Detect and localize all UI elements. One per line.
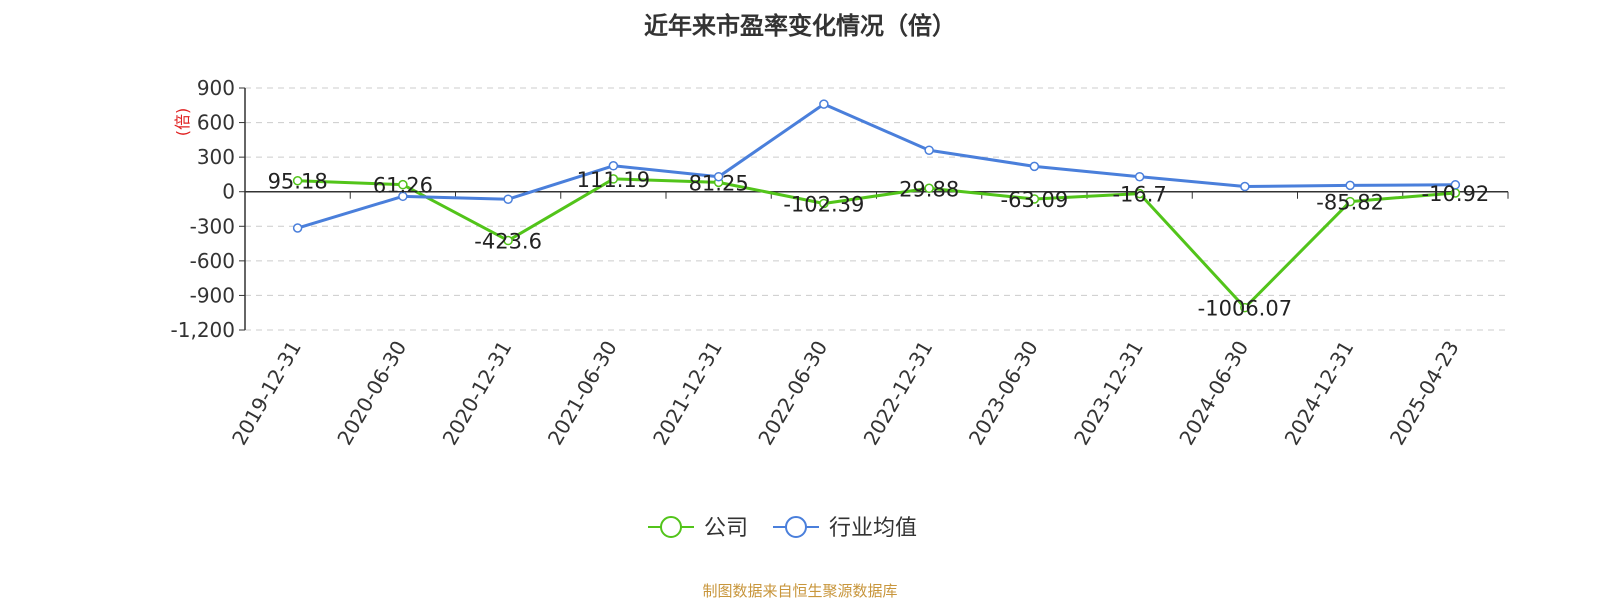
data-label: 95.18 — [268, 170, 328, 194]
chart-title: 近年来市盈率变化情况（倍） — [644, 12, 956, 40]
data-labels: 95.18 61.26 -423.6 111.19 81.25 -102.39 29.88 -… — [268, 168, 1490, 321]
x-tick-label: 2024-06-30 — [1174, 337, 1253, 450]
x-tick-label: 2025-04-23 — [1385, 337, 1464, 450]
data-point — [1240, 181, 1250, 192]
data-point — [608, 161, 619, 171]
data-point — [713, 171, 724, 182]
data-point — [1345, 180, 1355, 191]
legend-marker — [660, 516, 682, 538]
x-tick-label: 2019-12-31 — [227, 337, 306, 450]
x-tick-label: 2023-06-30 — [964, 337, 1043, 450]
series-lines — [292, 99, 1461, 313]
x-tick-label: 2021-06-30 — [543, 337, 622, 450]
data-point — [503, 235, 513, 246]
x-tick-label: 2020-06-30 — [332, 337, 411, 450]
x-tick-label: 2021-12-31 — [648, 337, 727, 450]
y-tick-label: 0 — [222, 180, 235, 204]
data-point — [1029, 161, 1040, 172]
legend: 公司 行业均值 — [648, 516, 917, 541]
axes: 900 600 300 0 -300 -600 -900 -1,200 (倍) 2019-12-3… — [171, 76, 1509, 450]
y-tick-label: -300 — [190, 214, 235, 238]
data-label: -1006.07 — [1198, 297, 1292, 321]
y-tick-label: -600 — [190, 249, 235, 273]
series-line-industry-avg — [297, 102, 1456, 230]
data-point — [608, 174, 619, 184]
data-point — [292, 175, 303, 186]
data-label: -102.39 — [783, 193, 864, 217]
data-point — [1450, 180, 1461, 190]
x-tick-label: 2023-12-31 — [1069, 337, 1148, 450]
data-point — [503, 194, 513, 204]
x-tick-label: 2022-06-30 — [753, 337, 832, 450]
data-point — [398, 179, 408, 190]
data-label: 111.19 — [577, 168, 650, 192]
data-label: -10.92 — [1422, 182, 1490, 206]
y-tick-label: 600 — [197, 111, 235, 135]
legend-label: 行业均值 — [829, 516, 917, 541]
y-tick-label: 300 — [197, 145, 235, 169]
x-tick-label: 2022-12-31 — [859, 337, 938, 450]
legend-label: 公司 — [704, 516, 748, 541]
data-label: 61.26 — [373, 174, 433, 198]
data-point — [1029, 194, 1040, 204]
data-point — [292, 223, 303, 233]
data-point — [924, 183, 934, 194]
data-point — [1345, 196, 1355, 207]
data-point — [1134, 171, 1145, 182]
source-note: 制图数据来自恒生聚源数据库 — [702, 582, 898, 600]
data-point — [1134, 188, 1145, 199]
legend-marker — [785, 516, 807, 538]
data-point — [924, 145, 934, 155]
y-tick-label: -1,200 — [171, 318, 235, 342]
data-label: -85.82 — [1316, 191, 1384, 215]
y-axis-label: (倍) — [173, 108, 192, 137]
x-tick-label: 2024-12-31 — [1280, 337, 1359, 450]
data-point — [819, 99, 829, 109]
x-tick-label: 2020-12-31 — [438, 337, 517, 450]
y-tick-label: 900 — [197, 76, 235, 100]
data-label: -423.6 — [474, 230, 542, 254]
series-line-company — [297, 177, 1456, 310]
data-label: -16.7 — [1112, 183, 1166, 207]
data-label: 81.25 — [689, 171, 749, 195]
y-tick-label: -900 — [190, 283, 235, 307]
data-point — [819, 198, 829, 209]
data-point — [1240, 302, 1250, 313]
data-point — [398, 191, 408, 202]
data-label: 29.88 — [899, 177, 959, 201]
data-label: -63.09 — [1001, 188, 1069, 212]
